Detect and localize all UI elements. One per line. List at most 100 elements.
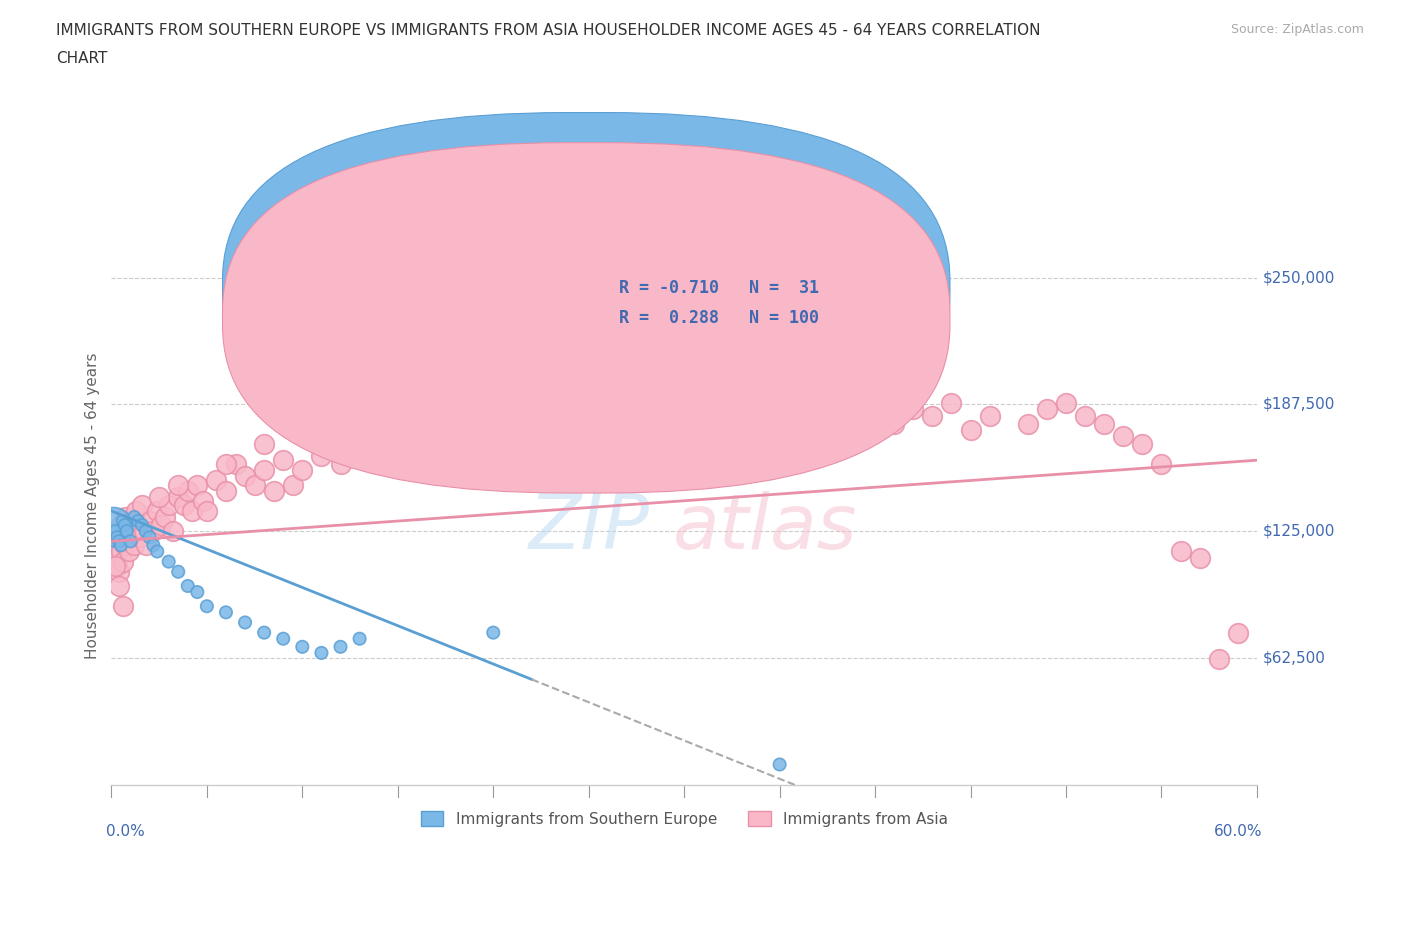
Point: [253, 463, 276, 478]
Point: [105, 524, 128, 538]
Point: [110, 544, 132, 559]
Point: [135, 538, 157, 552]
Point: [291, 640, 314, 655]
FancyBboxPatch shape: [222, 142, 950, 493]
Point: [105, 558, 128, 573]
Point: [520, 443, 543, 458]
Point: [114, 510, 136, 525]
Point: [425, 457, 447, 472]
Point: [271, 631, 294, 646]
Point: [127, 513, 149, 528]
Point: [387, 443, 409, 458]
Point: [120, 534, 142, 549]
Point: [215, 484, 238, 498]
Legend: Immigrants from Southern Europe, Immigrants from Asia: Immigrants from Southern Europe, Immigra…: [415, 804, 953, 833]
Text: ZIP: ZIP: [529, 491, 650, 565]
Point: [1208, 652, 1230, 667]
Point: [482, 625, 505, 640]
Point: [807, 422, 830, 437]
Point: [233, 615, 256, 630]
Point: [749, 417, 772, 432]
Point: [146, 503, 169, 518]
Point: [177, 578, 200, 593]
Point: [195, 503, 218, 518]
Point: [177, 484, 200, 498]
Point: [1036, 402, 1059, 417]
Point: [120, 524, 142, 538]
Point: [157, 498, 180, 512]
Point: [281, 477, 304, 492]
Text: 0.0%: 0.0%: [105, 824, 145, 839]
Point: [482, 436, 505, 451]
Point: [311, 448, 333, 463]
Point: [1054, 396, 1077, 411]
Text: $187,500: $187,500: [1263, 397, 1336, 412]
Point: [180, 503, 202, 518]
Point: [110, 518, 132, 533]
Point: [124, 538, 146, 552]
Point: [191, 493, 214, 508]
Point: [845, 408, 868, 423]
Point: [186, 477, 208, 492]
Point: [195, 599, 218, 614]
Point: [215, 457, 238, 472]
Point: [673, 422, 696, 437]
Point: [1226, 625, 1249, 640]
Point: [153, 510, 176, 525]
Point: [138, 530, 160, 545]
FancyBboxPatch shape: [222, 113, 950, 463]
Point: [104, 551, 127, 565]
Point: [111, 513, 134, 528]
Point: [329, 457, 352, 472]
Point: [125, 503, 148, 518]
Point: [132, 524, 155, 538]
Point: [150, 518, 173, 533]
Point: [108, 534, 131, 549]
Text: 60.0%: 60.0%: [1215, 824, 1263, 839]
Point: [103, 538, 125, 552]
Point: [616, 443, 638, 458]
Point: [157, 554, 180, 569]
Point: [103, 520, 125, 535]
Text: IMMIGRANTS FROM SOUTHERN EUROPE VS IMMIGRANTS FROM ASIA HOUSEHOLDER INCOME AGES : IMMIGRANTS FROM SOUTHERN EUROPE VS IMMIG…: [56, 23, 1040, 38]
Point: [1132, 436, 1154, 451]
Text: atlas: atlas: [672, 491, 858, 565]
Point: [406, 436, 429, 451]
Y-axis label: Householder Income Ages 45 - 64 years: Householder Income Ages 45 - 64 years: [86, 352, 100, 659]
Point: [271, 453, 294, 468]
Point: [769, 402, 792, 417]
Point: [105, 530, 128, 545]
Point: [1188, 551, 1211, 565]
Point: [162, 524, 184, 538]
Point: [959, 422, 981, 437]
Point: [291, 463, 314, 478]
Point: [329, 640, 352, 655]
Point: [131, 518, 153, 533]
Point: [131, 498, 153, 512]
Point: [186, 585, 208, 600]
Point: [501, 422, 523, 437]
Point: [142, 524, 165, 538]
Point: [148, 489, 170, 504]
Point: [1170, 544, 1192, 559]
Point: [225, 457, 247, 472]
Point: [463, 448, 485, 463]
Point: [367, 457, 389, 472]
Point: [121, 513, 143, 528]
Point: [941, 396, 963, 411]
Point: [129, 530, 152, 545]
Point: [1092, 417, 1115, 432]
Point: [111, 599, 134, 614]
Point: [167, 477, 190, 492]
Point: [311, 645, 333, 660]
Point: [1074, 408, 1097, 423]
Point: [173, 498, 195, 512]
Point: [903, 402, 925, 417]
Point: [117, 544, 139, 559]
Point: [167, 489, 190, 504]
Point: [883, 417, 905, 432]
Point: [387, 448, 409, 463]
Point: [114, 538, 136, 552]
Point: [167, 565, 190, 579]
Point: [578, 417, 600, 432]
